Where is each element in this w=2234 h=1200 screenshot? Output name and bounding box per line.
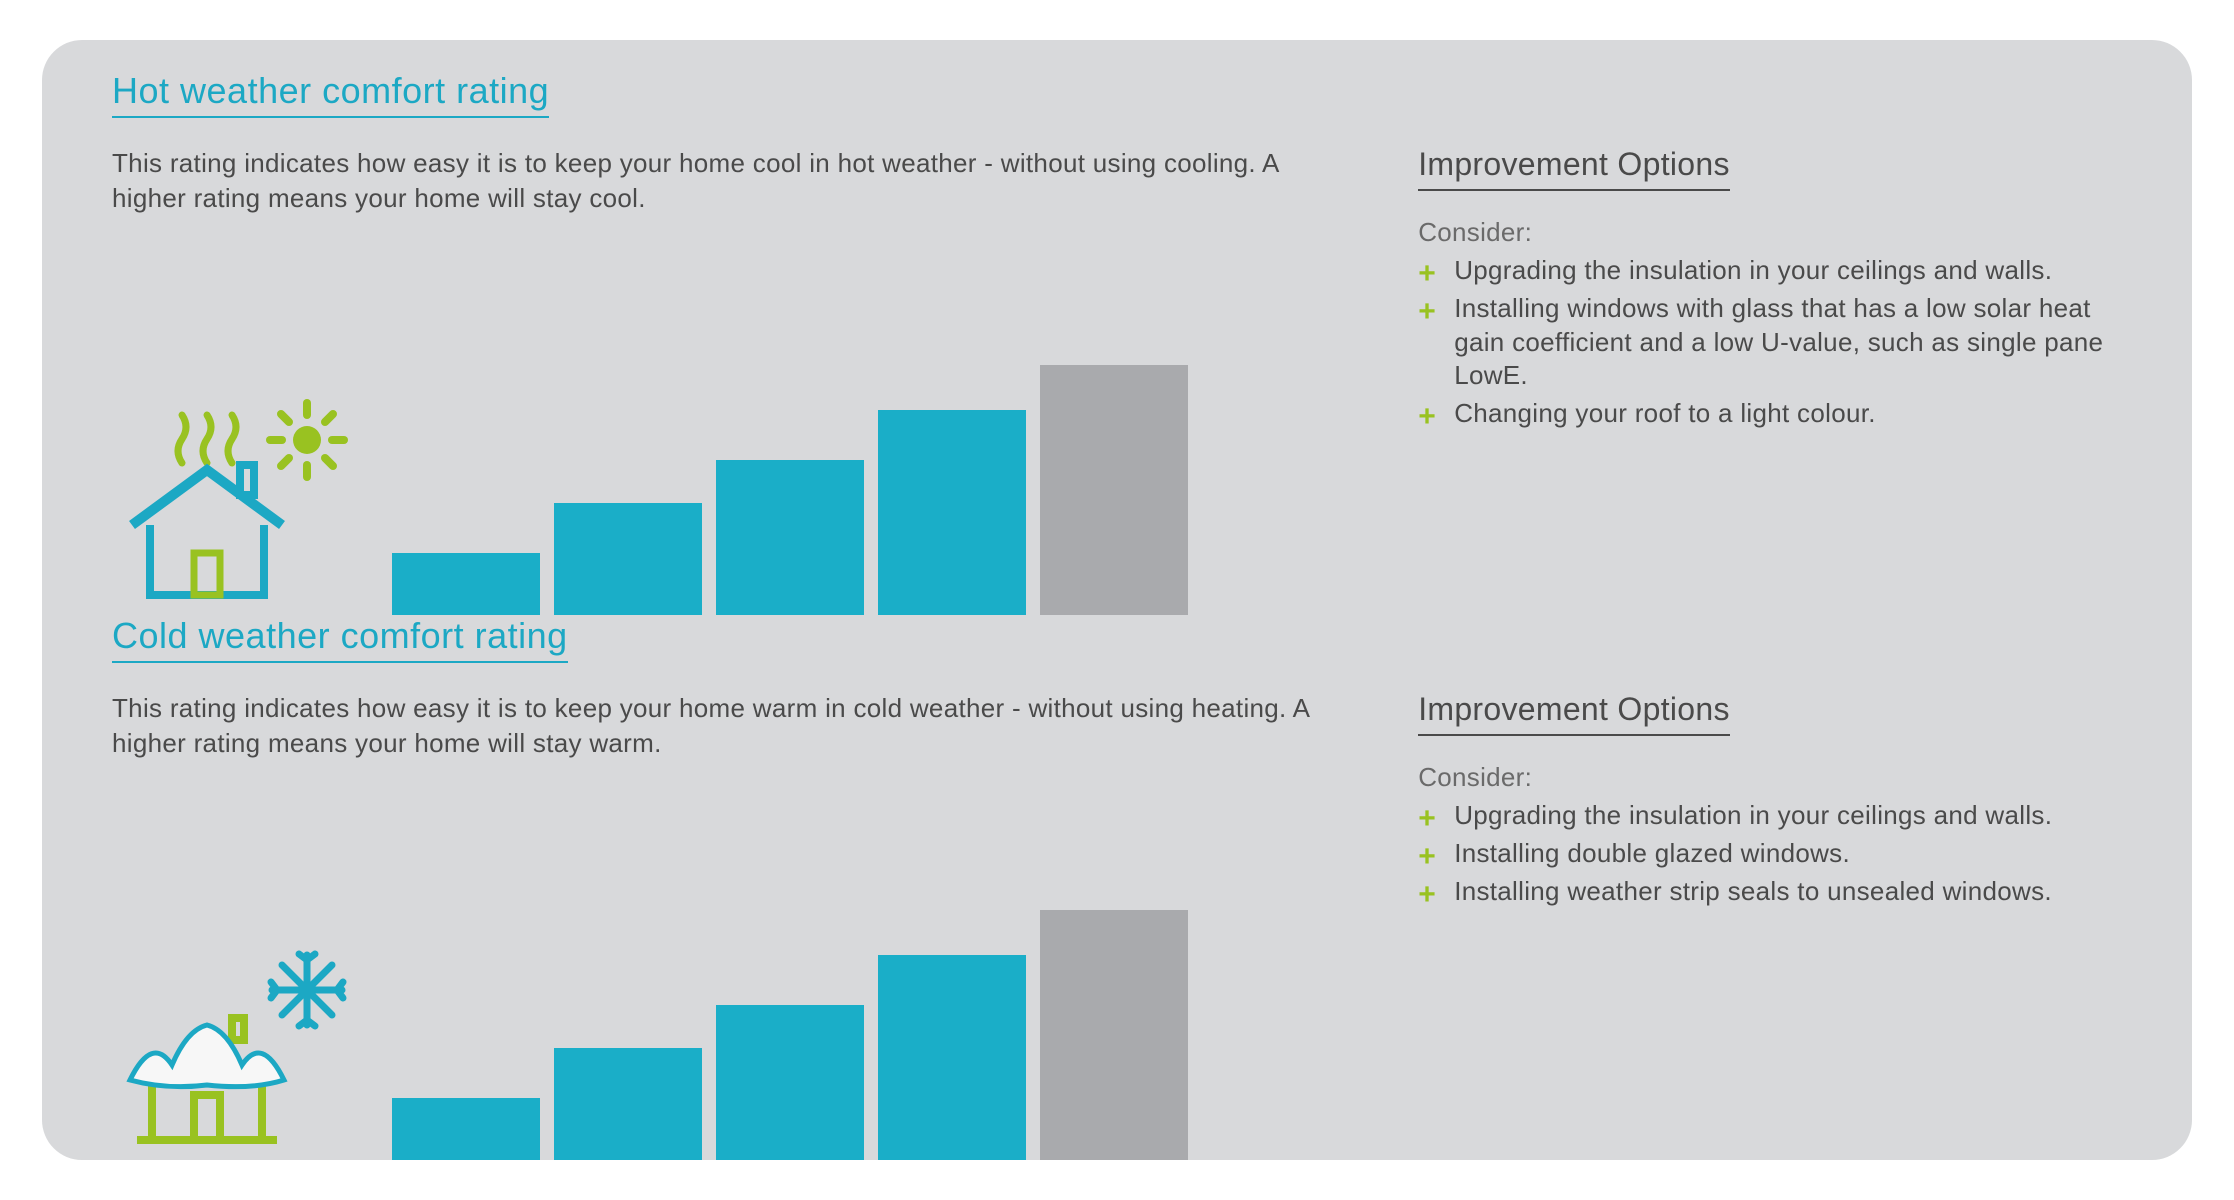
cold-bar-chart <box>392 910 1358 1160</box>
hot-graphic-row <box>112 236 1358 615</box>
hot-bar-chart <box>392 365 1358 615</box>
option-item: Installing double glazed windows. <box>1418 837 2122 871</box>
rating-bar <box>716 1005 864 1160</box>
rating-bar <box>1040 365 1188 615</box>
cold-section: Cold weather comfort rating This rating … <box>112 615 2122 1160</box>
cold-body: This rating indicates how easy it is to … <box>112 691 2122 1160</box>
rating-bar <box>554 503 702 616</box>
option-item: Upgrading the insulation in your ceiling… <box>1418 799 2122 833</box>
option-item: Upgrading the insulation in your ceiling… <box>1418 254 2122 288</box>
rating-bar <box>878 955 1026 1160</box>
rating-bar <box>392 553 540 616</box>
cold-right: Improvement Options Consider: Upgrading … <box>1358 691 2122 1160</box>
hot-description: This rating indicates how easy it is to … <box>112 146 1358 216</box>
cold-house-icon <box>112 781 392 1160</box>
hot-right: Improvement Options Consider: Upgrading … <box>1358 146 2122 615</box>
rating-bar <box>878 410 1026 615</box>
rating-bar <box>554 1048 702 1161</box>
cold-title: Cold weather comfort rating <box>112 615 568 663</box>
hot-house-icon <box>112 236 392 615</box>
hot-body: This rating indicates how easy it is to … <box>112 146 2122 615</box>
hot-improve-title: Improvement Options <box>1418 146 1730 191</box>
option-item: Installing weather strip seals to unseal… <box>1418 875 2122 909</box>
cold-graphic-row <box>112 781 1358 1160</box>
ratings-panel: Hot weather comfort rating This rating i… <box>42 40 2192 1160</box>
option-item: Installing windows with glass that has a… <box>1418 292 2122 393</box>
cold-improve-title: Improvement Options <box>1418 691 1730 736</box>
rating-bar <box>716 460 864 615</box>
option-item: Changing your roof to a light colour. <box>1418 397 2122 431</box>
cold-consider: Consider: <box>1418 762 2122 793</box>
hot-options-list: Upgrading the insulation in your ceiling… <box>1418 254 2122 431</box>
hot-title: Hot weather comfort rating <box>112 70 549 118</box>
hot-section: Hot weather comfort rating This rating i… <box>112 70 2122 615</box>
cold-description: This rating indicates how easy it is to … <box>112 691 1358 761</box>
cold-options-list: Upgrading the insulation in your ceiling… <box>1418 799 2122 908</box>
rating-bar <box>392 1098 540 1161</box>
hot-left: This rating indicates how easy it is to … <box>112 146 1358 615</box>
cold-left: This rating indicates how easy it is to … <box>112 691 1358 1160</box>
rating-bar <box>1040 910 1188 1160</box>
hot-consider: Consider: <box>1418 217 2122 248</box>
